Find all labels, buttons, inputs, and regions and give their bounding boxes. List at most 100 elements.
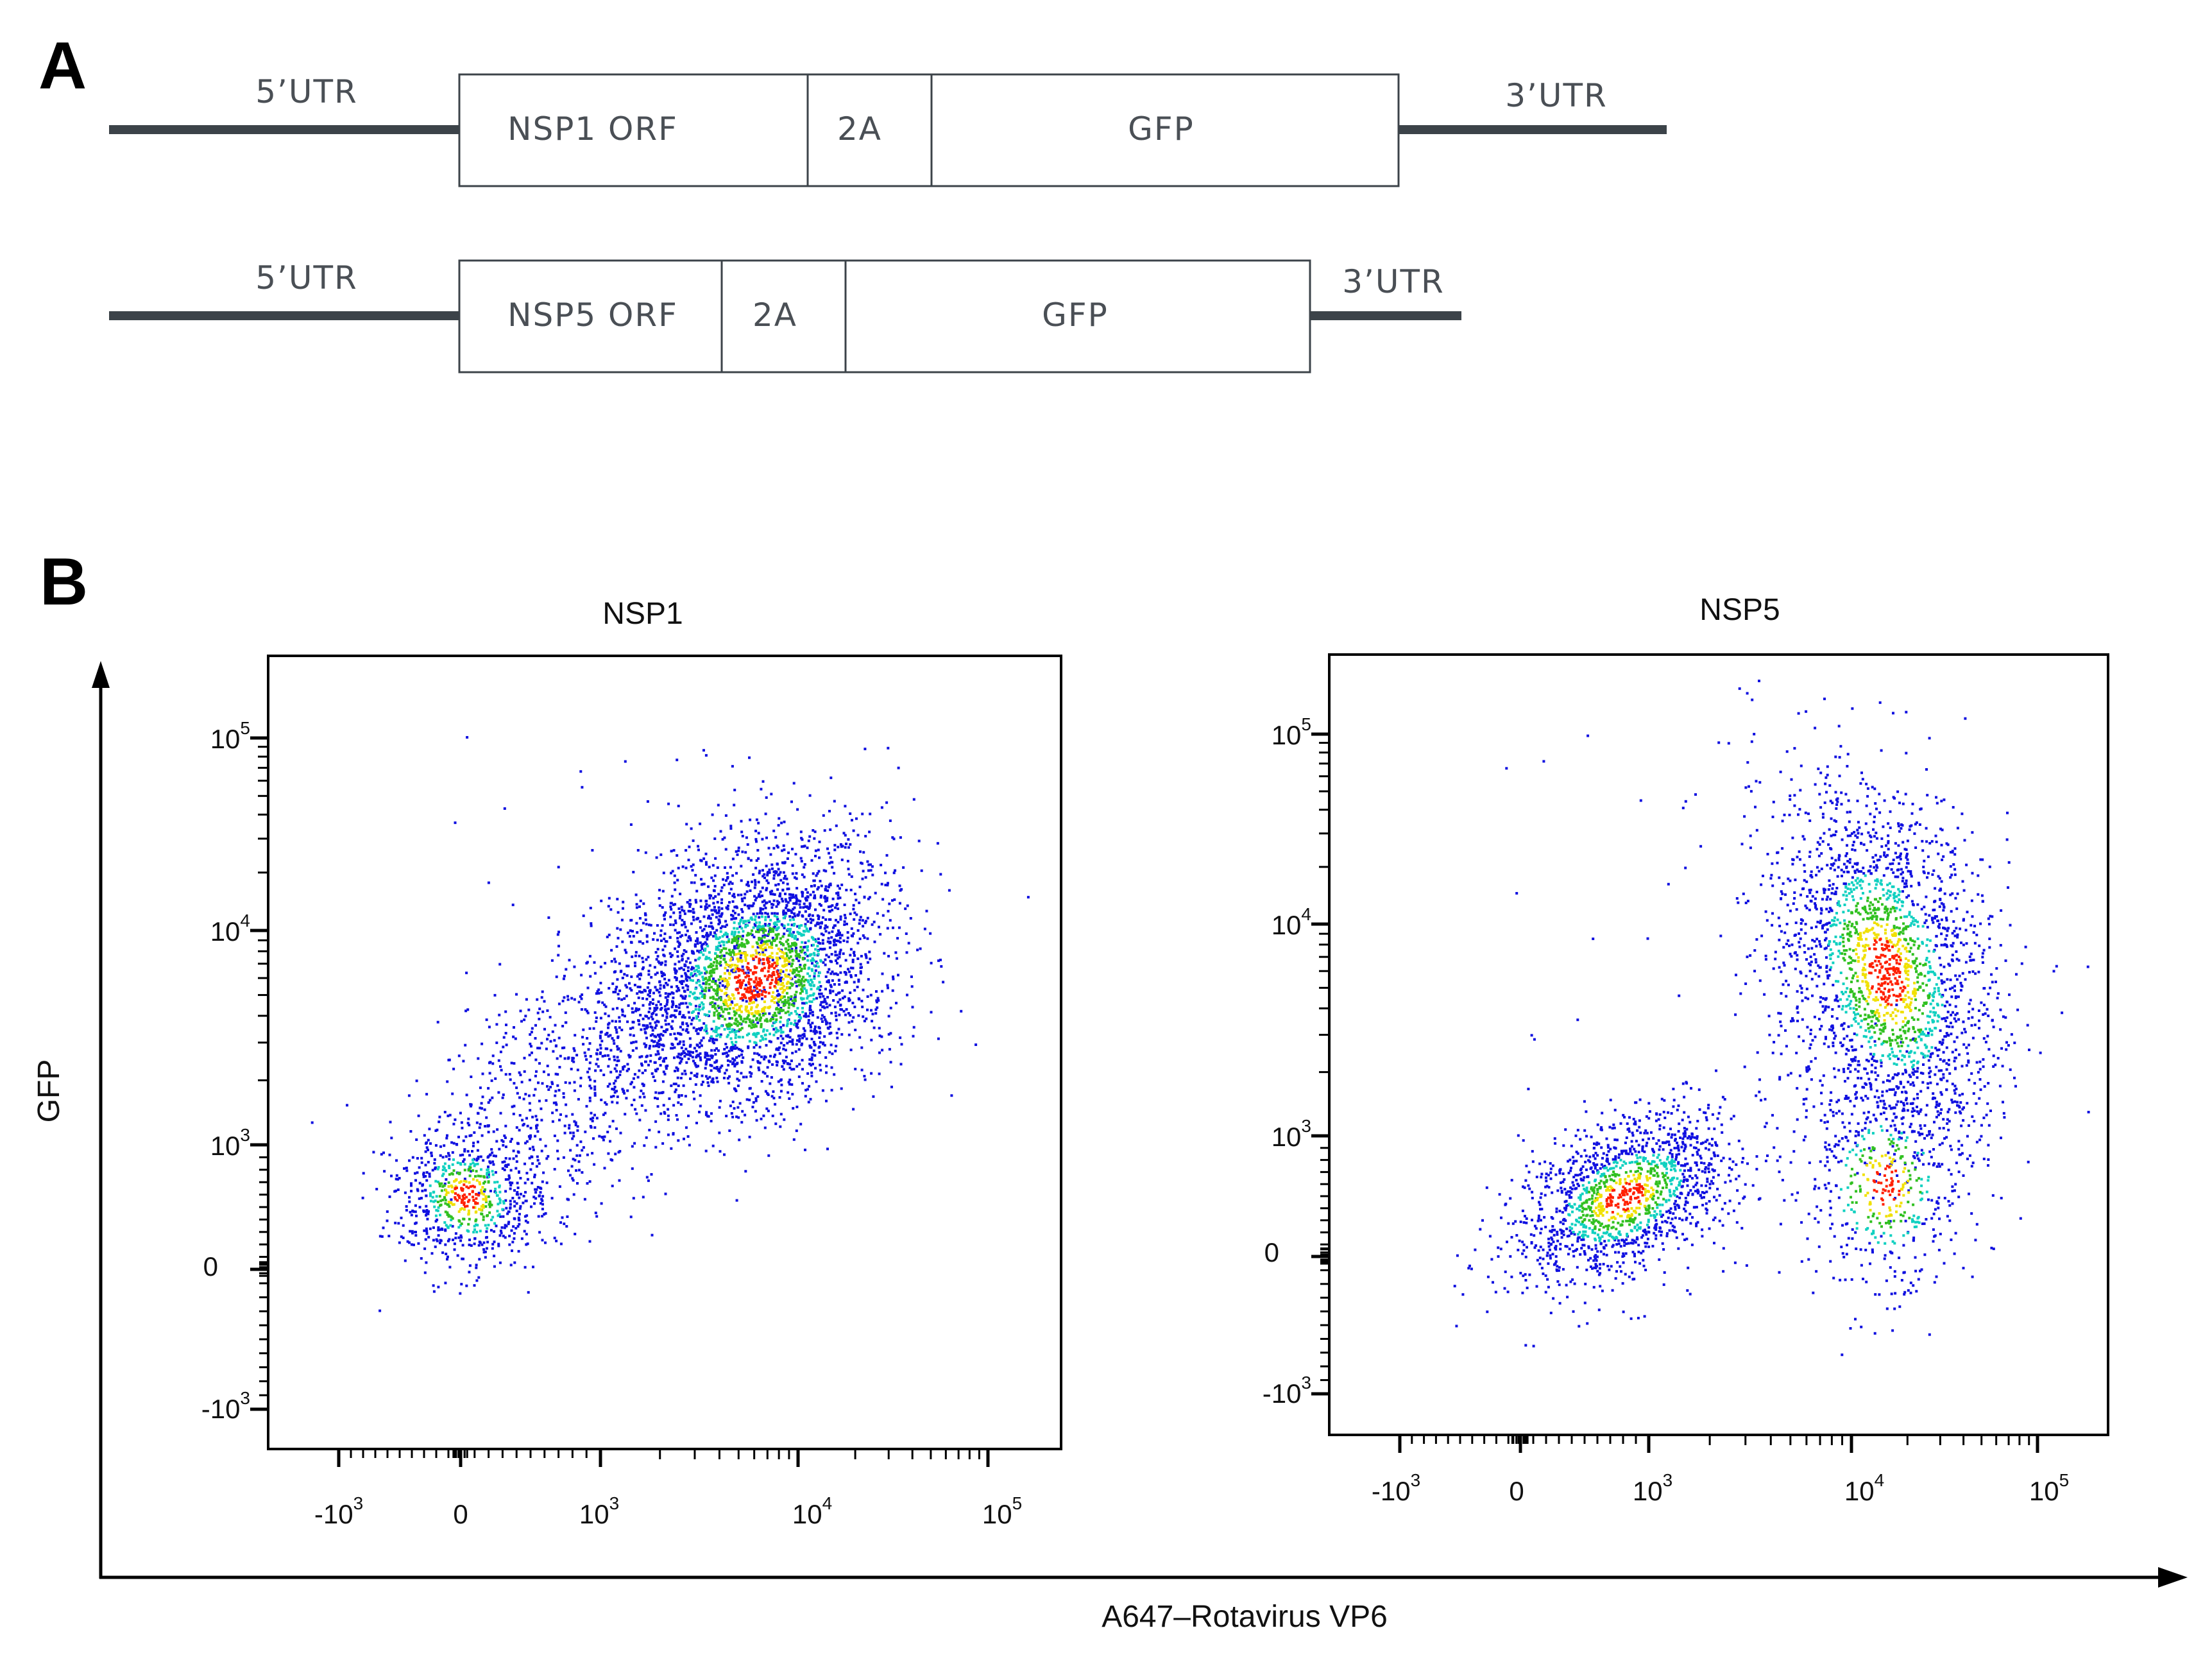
event-dot: [588, 1067, 591, 1070]
event-dot: [828, 1004, 831, 1007]
event-dot: [654, 1145, 658, 1149]
event-dot: [1750, 740, 1753, 743]
event-dot: [715, 965, 718, 968]
event-dot: [800, 837, 803, 840]
event-dot: [720, 1024, 723, 1027]
event-dot: [757, 1066, 760, 1069]
event-dot: [493, 1222, 497, 1225]
event-dot: [436, 1209, 439, 1212]
event-dot: [537, 1081, 540, 1085]
event-dot: [582, 1146, 585, 1149]
event-dot: [472, 1158, 474, 1162]
event-dot: [400, 1216, 403, 1219]
event-dot: [670, 908, 673, 911]
event-dot: [741, 850, 744, 853]
event-dot: [593, 961, 596, 964]
event-dot: [687, 859, 690, 862]
event-dot: [702, 953, 705, 956]
event-dot: [770, 912, 774, 915]
event-dot: [645, 1024, 649, 1027]
event-dot: [711, 1005, 714, 1008]
event-dot: [817, 1025, 821, 1029]
event-dot: [805, 1037, 808, 1040]
event-dot: [640, 1055, 643, 1058]
event-dot: [758, 953, 761, 956]
event-dot: [754, 976, 758, 979]
event-dot: [642, 1092, 645, 1095]
event-dot: [754, 880, 757, 884]
event-dot: [659, 1033, 663, 1036]
event-dot: [706, 938, 709, 941]
event-dot: [713, 1011, 716, 1015]
event-dot: [710, 969, 713, 972]
event-dot: [1751, 698, 1754, 701]
event-dot: [812, 984, 815, 987]
event-dot: [765, 879, 769, 882]
event-dot: [751, 1106, 754, 1109]
event-dot: [483, 1190, 486, 1193]
event-dot: [479, 1122, 482, 1126]
event-dot: [711, 913, 714, 916]
event-dot: [883, 952, 886, 955]
event-dot: [667, 1133, 670, 1136]
event-dot: [749, 1020, 752, 1024]
event-dot: [674, 903, 677, 906]
event-dot: [644, 1109, 647, 1112]
event-dot: [512, 1157, 515, 1160]
event-dot: [760, 982, 763, 984]
event-dot: [774, 1014, 778, 1017]
event-dot: [645, 1025, 649, 1029]
event-dot: [553, 1039, 556, 1042]
event-dot: [483, 1176, 486, 1179]
event-dot: [728, 1031, 731, 1034]
event-dot: [661, 1034, 665, 1037]
event-dot: [737, 1035, 740, 1038]
event-dot: [482, 1204, 484, 1206]
event-dot: [572, 1135, 575, 1138]
event-dot: [517, 1249, 520, 1253]
event-dot: [427, 1210, 430, 1213]
event-dot: [823, 829, 826, 832]
event-dot: [642, 1083, 645, 1086]
event-dot: [860, 862, 864, 865]
event-dot: [799, 980, 802, 983]
event-dot: [795, 1039, 799, 1042]
event-dot: [721, 979, 724, 982]
event-dot: [481, 1243, 484, 1246]
event-dot: [781, 1059, 785, 1062]
event-dot: [794, 1050, 797, 1053]
event-dot: [498, 1213, 501, 1216]
event-dot: [425, 1205, 428, 1208]
event-dot: [666, 1000, 669, 1004]
event-dot: [671, 1020, 674, 1023]
event-dot: [862, 934, 865, 937]
event-dot: [572, 1047, 575, 1050]
event-dot: [485, 1116, 488, 1119]
event-dot: [437, 1226, 440, 1229]
event-dot: [475, 1279, 479, 1282]
event-dot: [496, 1194, 498, 1197]
event-dot: [793, 1023, 796, 1026]
event-dot: [792, 918, 795, 922]
event-dot: [567, 1198, 570, 1201]
event-dot: [459, 1154, 462, 1157]
event-dot: [797, 1048, 801, 1051]
event-dot: [809, 1024, 812, 1027]
event-dot: [677, 1139, 680, 1142]
event-dot: [761, 900, 764, 904]
event-dot: [690, 922, 693, 925]
event-dot: [746, 1009, 749, 1013]
event-dot: [692, 916, 695, 918]
event-dot: [439, 1199, 443, 1203]
event-dot: [858, 886, 862, 889]
event-dot: [705, 1060, 708, 1063]
event-dot: [795, 1129, 798, 1133]
event-dot: [754, 1025, 758, 1028]
event-dot: [515, 1086, 518, 1090]
event-dot: [624, 1113, 627, 1116]
event-dot: [465, 1185, 468, 1188]
event-dot: [448, 1113, 452, 1117]
event-dot: [609, 1070, 613, 1074]
event-dot: [1629, 1317, 1633, 1320]
event-dot: [406, 1240, 409, 1243]
